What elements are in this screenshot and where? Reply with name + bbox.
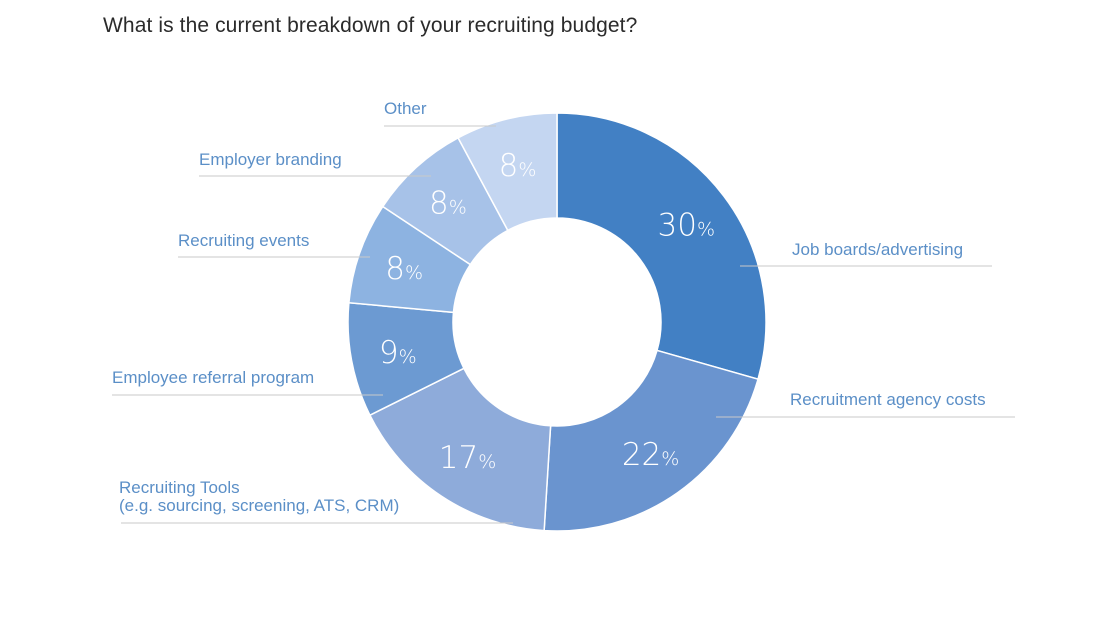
percent-label-referral-program: 9% [379, 335, 417, 371]
percent-label-other: 8% [499, 148, 537, 184]
percent-label-agency-costs: 22% [622, 437, 680, 473]
callout-labels: Job boards/advertising Recruitment agency… [112, 99, 1015, 524]
callout-label-other: Other [384, 99, 427, 118]
chart-title: What is the current breakdown of your re… [103, 14, 638, 37]
percent-label-employer-branding: 8% [429, 185, 467, 221]
percent-label-recruiting-events: 8% [385, 251, 423, 287]
callout-label-agency-costs: Recruitment agency costs [790, 390, 986, 409]
callout-label-recruiting-events: Recruiting events [178, 231, 309, 250]
callout-label-employer-branding: Employer branding [199, 150, 342, 169]
callout-label-referral-program: Employee referral program [112, 368, 314, 387]
percent-label-recruiting-tools: 17% [439, 440, 497, 476]
percent-labels: 30%22%17%9%8%8%8% [379, 148, 715, 476]
callout-label-job-boards: Job boards/advertising [792, 240, 963, 259]
slice-agency-costs [543, 349, 759, 532]
slice-job-boards [556, 112, 767, 381]
callout-label-recruiting-tools: Recruiting Tools (e.g. sourcing, screenin… [119, 478, 399, 515]
percent-label-job-boards: 30% [658, 207, 716, 243]
donut-slices [347, 112, 767, 532]
slice-recruiting-tools [368, 367, 552, 532]
